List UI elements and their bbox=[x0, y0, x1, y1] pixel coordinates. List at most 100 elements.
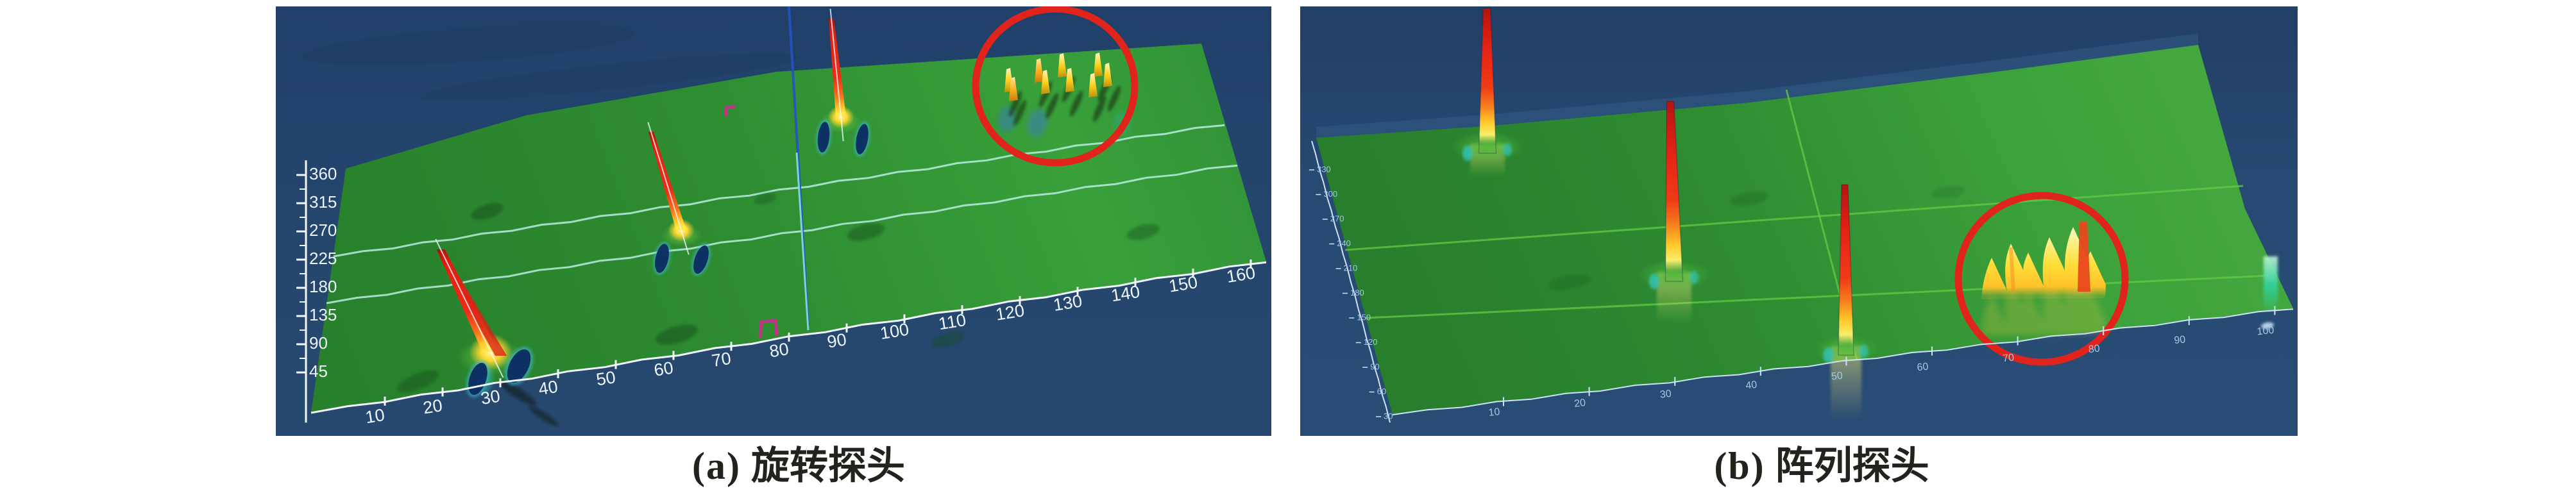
smudge bbox=[471, 203, 504, 221]
x-tick-label: 80 bbox=[768, 339, 790, 361]
smudge bbox=[693, 245, 709, 274]
smudge bbox=[931, 332, 965, 347]
smudge bbox=[1092, 96, 1106, 122]
smudge bbox=[847, 223, 885, 241]
smudge bbox=[1931, 186, 1965, 199]
gate-marker bbox=[758, 319, 779, 339]
x-tick-label: 30 bbox=[1659, 388, 1672, 401]
z-tick-label: 270 bbox=[1330, 213, 1344, 223]
peak-spike bbox=[1638, 101, 1711, 322]
smudge bbox=[1107, 85, 1121, 112]
small-peak bbox=[1065, 68, 1074, 92]
x-tick-label: 100 bbox=[879, 319, 910, 343]
x-tick-label: 70 bbox=[2002, 353, 2015, 365]
z-tick-label: 300 bbox=[1323, 189, 1337, 199]
x-tick-label: 20 bbox=[1573, 397, 1586, 410]
smudge bbox=[656, 324, 698, 345]
smudge bbox=[1548, 274, 1591, 290]
caption-a-label: 旋转探头 bbox=[750, 445, 905, 487]
small-peak bbox=[1058, 53, 1067, 78]
smudge bbox=[507, 349, 531, 383]
z-tick-label: 210 bbox=[1344, 263, 1358, 272]
scan-surface bbox=[311, 44, 1266, 413]
caption-a-index: (a) bbox=[692, 445, 741, 487]
z-tick-label: 150 bbox=[1357, 312, 1371, 322]
z-tick-label: 90 bbox=[309, 333, 328, 353]
leader-line bbox=[829, 8, 844, 142]
z-tick-label: 360 bbox=[309, 164, 337, 183]
smudge bbox=[1045, 92, 1059, 119]
z-tick-label: 330 bbox=[1317, 164, 1331, 174]
smudge bbox=[398, 371, 439, 392]
z-tick-label: 240 bbox=[1337, 238, 1351, 248]
defect-mound bbox=[1981, 222, 2106, 335]
peak-ridge bbox=[816, 8, 870, 157]
highlight-circle bbox=[972, 6, 1139, 167]
smudge bbox=[1126, 224, 1160, 240]
mound-red-spike bbox=[2078, 222, 2090, 292]
peak-spike bbox=[1813, 184, 1879, 420]
small-peak bbox=[1035, 58, 1044, 83]
x-tick-label: 120 bbox=[994, 301, 1026, 324]
x-tick-label: 90 bbox=[826, 329, 847, 351]
scan-grid-line bbox=[333, 124, 1225, 258]
cursor-line-cyan bbox=[795, 152, 809, 331]
z-tick-label: 135 bbox=[309, 305, 337, 324]
panel-a-plot: 360 315 270 225 180 135 90 45 10 20 30 40 50 60 70 80 90… bbox=[276, 6, 1271, 436]
smudge bbox=[1503, 143, 1513, 156]
x-tick-label: 20 bbox=[421, 396, 443, 417]
x-tick-label: 30 bbox=[479, 387, 501, 408]
z-axis: 330 300 270 240 210 180 150 120 90 60 30 bbox=[1309, 140, 1393, 423]
x-tick-label: 150 bbox=[1167, 272, 1199, 296]
surface-plot-b: 330 300 270 240 210 180 150 120 90 60 30 10 20 30 40 50… bbox=[1300, 6, 2298, 436]
x-tick-label: 40 bbox=[537, 377, 559, 399]
smudge bbox=[418, 53, 801, 101]
x-tick-label: 90 bbox=[2174, 334, 2187, 346]
small-peak bbox=[1103, 63, 1112, 87]
smudge bbox=[1823, 347, 1834, 363]
smudge bbox=[817, 122, 830, 153]
small-peak bbox=[1094, 53, 1103, 77]
surface-plot-a: 360 315 270 225 180 135 90 45 10 20 30 40 50 60 70 80 90… bbox=[276, 6, 1271, 436]
x-tick-label: 160 bbox=[1225, 263, 1257, 287]
gate-marker bbox=[724, 104, 736, 117]
z-tick-label: 180 bbox=[1350, 288, 1364, 297]
z-axis: 360 315 270 225 180 135 90 45 bbox=[296, 160, 337, 423]
smudge bbox=[1027, 109, 1047, 137]
x-axis: 10 20 30 40 50 60 70 80 90 100 bbox=[1392, 306, 2294, 419]
smudge bbox=[1730, 191, 1768, 206]
z-tick-label: 180 bbox=[309, 277, 337, 296]
caption-b-label: 阵列探头 bbox=[1775, 445, 1929, 487]
z-tick-label: 225 bbox=[309, 249, 337, 268]
smudge bbox=[1008, 90, 1022, 117]
smudge bbox=[655, 244, 669, 273]
smudge bbox=[1069, 90, 1083, 117]
smudge bbox=[1648, 274, 1659, 289]
scan-grid-line bbox=[326, 164, 1238, 304]
z-tick-label: 315 bbox=[309, 192, 337, 212]
z-tick-label: 270 bbox=[309, 221, 337, 240]
smudge bbox=[1690, 271, 1699, 284]
sky-band bbox=[1316, 33, 2198, 138]
z-tick-label: 60 bbox=[1377, 387, 1386, 396]
x-tick-label: 50 bbox=[595, 367, 616, 389]
smudge bbox=[499, 380, 536, 406]
leader-line bbox=[647, 122, 690, 255]
smudge bbox=[754, 193, 777, 204]
leader-line bbox=[435, 238, 504, 378]
small-peak bbox=[1009, 77, 1018, 101]
peak-spike bbox=[1451, 8, 1524, 176]
peak-ridge bbox=[647, 122, 711, 276]
highlight-circle bbox=[1954, 192, 2129, 366]
x-tick-label: 100 bbox=[2257, 325, 2275, 338]
small-peak bbox=[1089, 73, 1097, 97]
scan-grid-line bbox=[1365, 274, 2269, 319]
scan-grid-line bbox=[1344, 185, 2244, 251]
x-tick-label: 40 bbox=[1745, 379, 1758, 392]
peak-ridge bbox=[435, 238, 558, 426]
z-tick-label: 120 bbox=[1364, 337, 1378, 347]
caption-b: (b) 阵列探头 bbox=[1714, 445, 1929, 487]
z-tick-label: 90 bbox=[1370, 362, 1379, 371]
smudge bbox=[529, 406, 558, 426]
smudge bbox=[1859, 345, 1868, 358]
